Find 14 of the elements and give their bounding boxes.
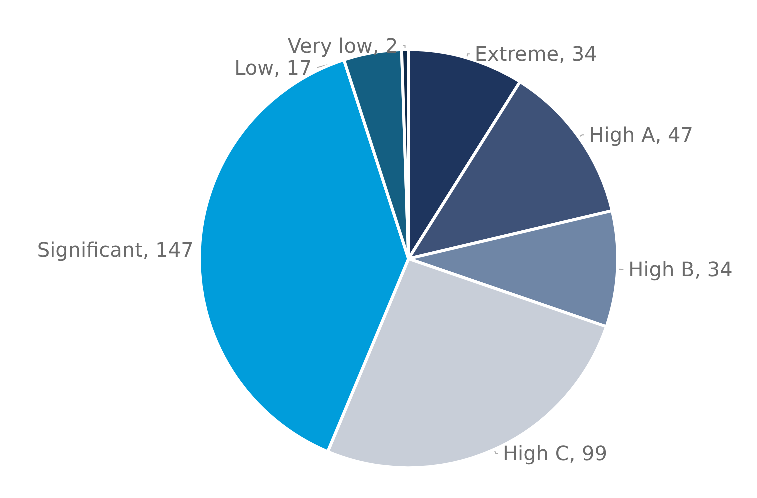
slice-label: Significant (37, 238, 144, 262)
data-label: , 34 (694, 258, 733, 282)
slice-label: High A (589, 123, 656, 148)
data-label: , 47 (655, 123, 694, 148)
slice-label: Extreme (474, 42, 560, 66)
data-label: , 99 (569, 441, 608, 466)
slice-label: Very low (288, 34, 373, 58)
data-label: , 34 (559, 42, 598, 66)
slice-label: High C (503, 441, 570, 466)
data-label: , 2 (372, 34, 398, 58)
slice-label: Low (234, 56, 274, 80)
data-label: , 17 (274, 56, 312, 80)
data-label: , 147 (142, 238, 194, 262)
slice-label: High B (628, 258, 695, 282)
